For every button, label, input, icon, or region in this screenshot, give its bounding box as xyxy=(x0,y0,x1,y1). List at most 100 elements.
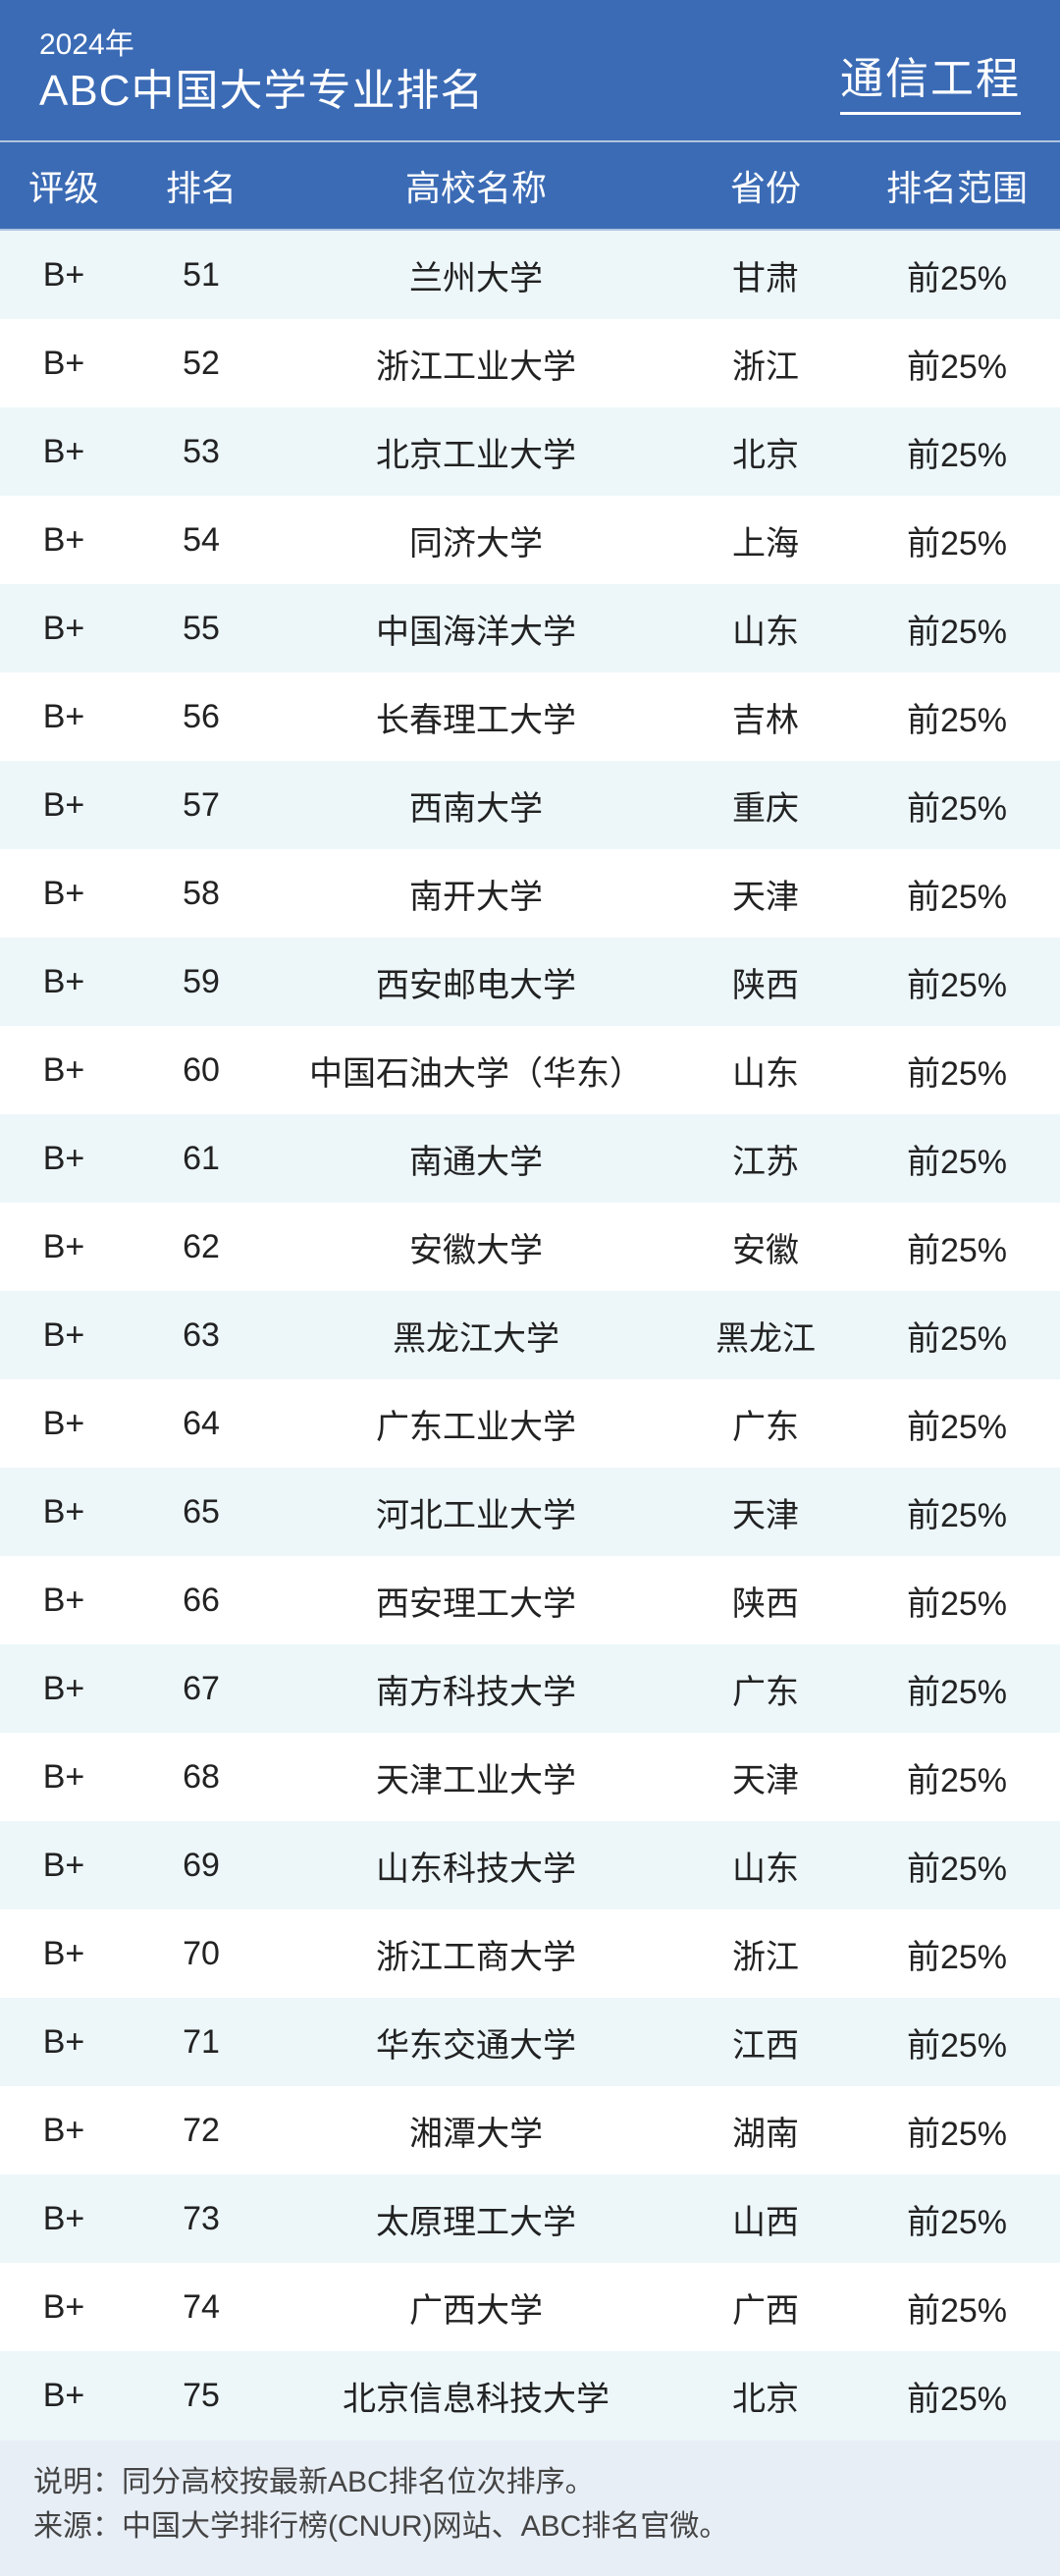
cell-name: 浙江工业大学 xyxy=(275,340,677,388)
cell-range: 前25% xyxy=(854,1488,1060,1536)
cell-province: 黑龙江 xyxy=(677,1312,854,1360)
table-header: 评级 排名 高校名称 省份 排名范围 xyxy=(0,140,1060,231)
cell-rank: 58 xyxy=(128,875,275,913)
cell-province: 山东 xyxy=(677,1046,854,1095)
table-row: B+53北京工业大学北京前25% xyxy=(0,407,1060,496)
cell-province: 吉林 xyxy=(677,693,854,741)
cell-rank: 69 xyxy=(128,1847,275,1885)
cell-grade: B+ xyxy=(0,1670,128,1708)
cell-grade: B+ xyxy=(0,1493,128,1531)
cell-range: 前25% xyxy=(854,1046,1060,1095)
table-row: B+56长春理工大学吉林前25% xyxy=(0,672,1060,761)
table-row: B+64广东工业大学广东前25% xyxy=(0,1379,1060,1468)
table-row: B+75北京信息科技大学北京前25% xyxy=(0,2351,1060,2440)
cell-name: 广东工业大学 xyxy=(275,1400,677,1448)
ranking-table: 评级 排名 高校名称 省份 排名范围 B+51兰州大学甘肃前25%B+52浙江工… xyxy=(0,140,1060,2440)
cell-rank: 57 xyxy=(128,786,275,825)
cell-name: 河北工业大学 xyxy=(275,1488,677,1536)
cell-rank: 66 xyxy=(128,1582,275,1620)
cell-range: 前25% xyxy=(854,1577,1060,1625)
cell-rank: 74 xyxy=(128,2288,275,2327)
cell-grade: B+ xyxy=(0,610,128,648)
cell-province: 天津 xyxy=(677,1753,854,1801)
col-header-province: 省份 xyxy=(677,160,854,211)
cell-grade: B+ xyxy=(0,1758,128,1797)
cell-rank: 68 xyxy=(128,1758,275,1797)
cell-name: 华东交通大学 xyxy=(275,2018,677,2066)
cell-range: 前25% xyxy=(854,2195,1060,2243)
cell-name: 中国石油大学（华东） xyxy=(275,1046,677,1095)
cell-province: 陕西 xyxy=(677,958,854,1006)
table-row: B+59西安邮电大学陕西前25% xyxy=(0,938,1060,1026)
cell-name: 中国海洋大学 xyxy=(275,605,677,653)
cell-name: 南方科技大学 xyxy=(275,1665,677,1713)
cell-name: 太原理工大学 xyxy=(275,2195,677,2243)
cell-range: 前25% xyxy=(854,2372,1060,2420)
cell-grade: B+ xyxy=(0,2288,128,2327)
cell-range: 前25% xyxy=(854,2018,1060,2066)
table-row: B+74广西大学广西前25% xyxy=(0,2263,1060,2351)
table-row: B+68天津工业大学天津前25% xyxy=(0,1733,1060,1821)
cell-grade: B+ xyxy=(0,433,128,471)
cell-name: 山东科技大学 xyxy=(275,1842,677,1890)
cell-range: 前25% xyxy=(854,1753,1060,1801)
cell-grade: B+ xyxy=(0,698,128,736)
cell-range: 前25% xyxy=(854,251,1060,299)
cell-grade: B+ xyxy=(0,1140,128,1178)
table-row: B+72湘潭大学湖南前25% xyxy=(0,2086,1060,2174)
cell-name: 西南大学 xyxy=(275,781,677,830)
cell-grade: B+ xyxy=(0,256,128,295)
cell-grade: B+ xyxy=(0,2023,128,2062)
cell-province: 江西 xyxy=(677,2018,854,2066)
cell-name: 西安理工大学 xyxy=(275,1577,677,1625)
cell-name: 长春理工大学 xyxy=(275,693,677,741)
cell-rank: 60 xyxy=(128,1051,275,1090)
header: 2024年 ABC中国大学专业排名 通信工程 xyxy=(0,0,1060,140)
cell-rank: 62 xyxy=(128,1228,275,1266)
cell-rank: 63 xyxy=(128,1316,275,1355)
cell-grade: B+ xyxy=(0,786,128,825)
cell-range: 前25% xyxy=(854,428,1060,476)
cell-rank: 54 xyxy=(128,521,275,560)
cell-name: 天津工业大学 xyxy=(275,1753,677,1801)
cell-province: 天津 xyxy=(677,1488,854,1536)
col-header-range: 排名范围 xyxy=(854,160,1060,211)
table-row: B+63黑龙江大学黑龙江前25% xyxy=(0,1291,1060,1379)
cell-province: 浙江 xyxy=(677,340,854,388)
cell-range: 前25% xyxy=(854,2283,1060,2332)
table-row: B+70浙江工商大学浙江前25% xyxy=(0,1909,1060,1998)
table-row: B+58南开大学天津前25% xyxy=(0,849,1060,938)
cell-grade: B+ xyxy=(0,1582,128,1620)
table-row: B+54同济大学上海前25% xyxy=(0,496,1060,584)
cell-province: 山东 xyxy=(677,605,854,653)
table-row: B+60中国石油大学（华东）山东前25% xyxy=(0,1026,1060,1114)
cell-rank: 53 xyxy=(128,433,275,471)
year-label: 2024年 xyxy=(39,27,484,63)
cell-name: 安徽大学 xyxy=(275,1223,677,1271)
cell-rank: 64 xyxy=(128,1405,275,1443)
table-row: B+67南方科技大学广东前25% xyxy=(0,1644,1060,1733)
cell-range: 前25% xyxy=(854,1312,1060,1360)
table-row: B+57西南大学重庆前25% xyxy=(0,761,1060,849)
cell-rank: 55 xyxy=(128,610,275,648)
cell-range: 前25% xyxy=(854,1930,1060,1978)
cell-grade: B+ xyxy=(0,345,128,383)
cell-range: 前25% xyxy=(854,2107,1060,2155)
cell-range: 前25% xyxy=(854,1135,1060,1183)
page-title: ABC中国大学专业排名 xyxy=(39,63,484,119)
cell-province: 甘肃 xyxy=(677,251,854,299)
cell-rank: 72 xyxy=(128,2112,275,2150)
cell-province: 广东 xyxy=(677,1400,854,1448)
cell-province: 湖南 xyxy=(677,2107,854,2155)
cell-province: 山西 xyxy=(677,2195,854,2243)
cell-province: 陕西 xyxy=(677,1577,854,1625)
cell-grade: B+ xyxy=(0,875,128,913)
cell-grade: B+ xyxy=(0,1935,128,1973)
cell-range: 前25% xyxy=(854,1400,1060,1448)
cell-range: 前25% xyxy=(854,781,1060,830)
cell-rank: 52 xyxy=(128,345,275,383)
cell-rank: 75 xyxy=(128,2377,275,2415)
col-header-grade: 评级 xyxy=(0,160,128,211)
cell-grade: B+ xyxy=(0,963,128,1001)
cell-range: 前25% xyxy=(854,516,1060,564)
